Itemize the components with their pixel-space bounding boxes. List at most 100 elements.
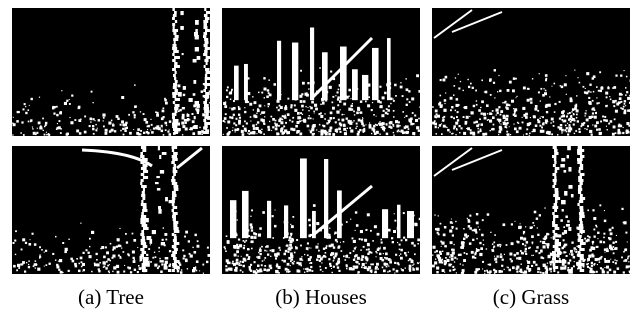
speckle — [123, 271, 125, 273]
trunk-edge — [142, 266, 146, 269]
speckle — [520, 271, 522, 273]
speckle — [459, 125, 461, 127]
speckle — [139, 267, 142, 270]
speckle — [103, 261, 106, 264]
speckle — [416, 74, 419, 77]
trunk-edge — [203, 53, 207, 56]
speckle — [410, 118, 413, 121]
speckle — [462, 269, 465, 272]
speckle — [274, 123, 276, 125]
speckle — [498, 130, 501, 133]
speckle — [373, 114, 375, 116]
speckle — [498, 134, 499, 135]
speckle — [409, 101, 411, 103]
speckle — [437, 232, 439, 234]
trunk-edge — [141, 215, 146, 218]
trunk-edge — [172, 125, 177, 128]
trunk-edge — [580, 221, 583, 224]
speckle — [546, 111, 548, 113]
speckle — [147, 126, 149, 128]
speckle — [460, 246, 462, 248]
speckle — [234, 129, 237, 132]
speckle — [565, 75, 566, 76]
trunk-speckle — [164, 266, 168, 270]
speckle — [246, 122, 248, 124]
speckle — [412, 268, 415, 271]
trunk-edge — [174, 65, 180, 68]
trunk-edge — [173, 14, 177, 17]
speckle — [105, 267, 107, 269]
speckle — [25, 106, 26, 107]
speckle — [523, 233, 525, 235]
speckle — [516, 252, 519, 255]
speckle — [268, 128, 271, 131]
trunk-edge — [553, 269, 555, 272]
speckle — [463, 238, 465, 240]
speckle — [313, 133, 315, 135]
speckle — [287, 263, 290, 266]
speckle — [566, 255, 568, 257]
speckle — [369, 122, 370, 123]
speckle — [26, 262, 27, 263]
speckle — [399, 249, 401, 251]
speckle — [190, 127, 193, 130]
trunk-speckle — [165, 257, 169, 259]
trunk-edge — [204, 65, 206, 68]
trunk-speckle — [193, 80, 196, 84]
trunk-edge — [172, 59, 175, 62]
trunk-edge — [205, 86, 208, 89]
speckle — [457, 111, 459, 113]
speckle — [419, 106, 421, 108]
speckle — [475, 90, 477, 92]
speckle — [112, 257, 114, 259]
speckle — [52, 253, 54, 255]
speckle — [491, 128, 493, 130]
speckle — [252, 124, 255, 127]
speckle — [258, 252, 259, 253]
speckle — [498, 119, 501, 122]
speckle — [452, 228, 453, 229]
trunk-edge — [175, 35, 179, 38]
speckle — [415, 223, 418, 226]
speckle — [232, 127, 233, 128]
speckle — [387, 264, 388, 265]
speckle — [233, 100, 235, 102]
speckle — [531, 255, 532, 256]
speckle — [539, 73, 540, 74]
edge-spike — [407, 211, 414, 238]
speckle — [299, 120, 301, 122]
speckle — [132, 233, 134, 235]
speckle — [266, 96, 269, 99]
speckle — [251, 229, 253, 231]
binary-image — [222, 8, 422, 136]
speckle — [563, 226, 565, 228]
speckle — [301, 265, 303, 267]
speckle — [235, 269, 237, 271]
speckle — [484, 270, 486, 272]
speckle — [46, 264, 48, 266]
speckle — [183, 255, 185, 257]
trunk-edge — [173, 224, 177, 227]
trunk-edge — [552, 173, 556, 176]
speckle — [603, 233, 605, 235]
speckle — [318, 243, 319, 244]
speckle — [330, 71, 332, 73]
speckle — [442, 120, 443, 121]
speckle — [374, 272, 376, 274]
speckle — [455, 110, 456, 111]
trunk-edge — [553, 194, 558, 197]
speckle — [480, 130, 482, 132]
trunk-edge — [142, 191, 145, 194]
speckle — [600, 87, 603, 90]
speckle — [483, 240, 484, 241]
speckle — [487, 119, 489, 121]
speckle — [79, 132, 82, 135]
trunk-edge — [204, 59, 208, 62]
speckle — [150, 119, 151, 120]
speckle — [418, 130, 420, 132]
speckle — [543, 88, 544, 89]
speckle — [91, 231, 94, 234]
speckle — [374, 225, 377, 228]
speckle — [618, 124, 620, 126]
trunk-edge — [175, 98, 180, 101]
